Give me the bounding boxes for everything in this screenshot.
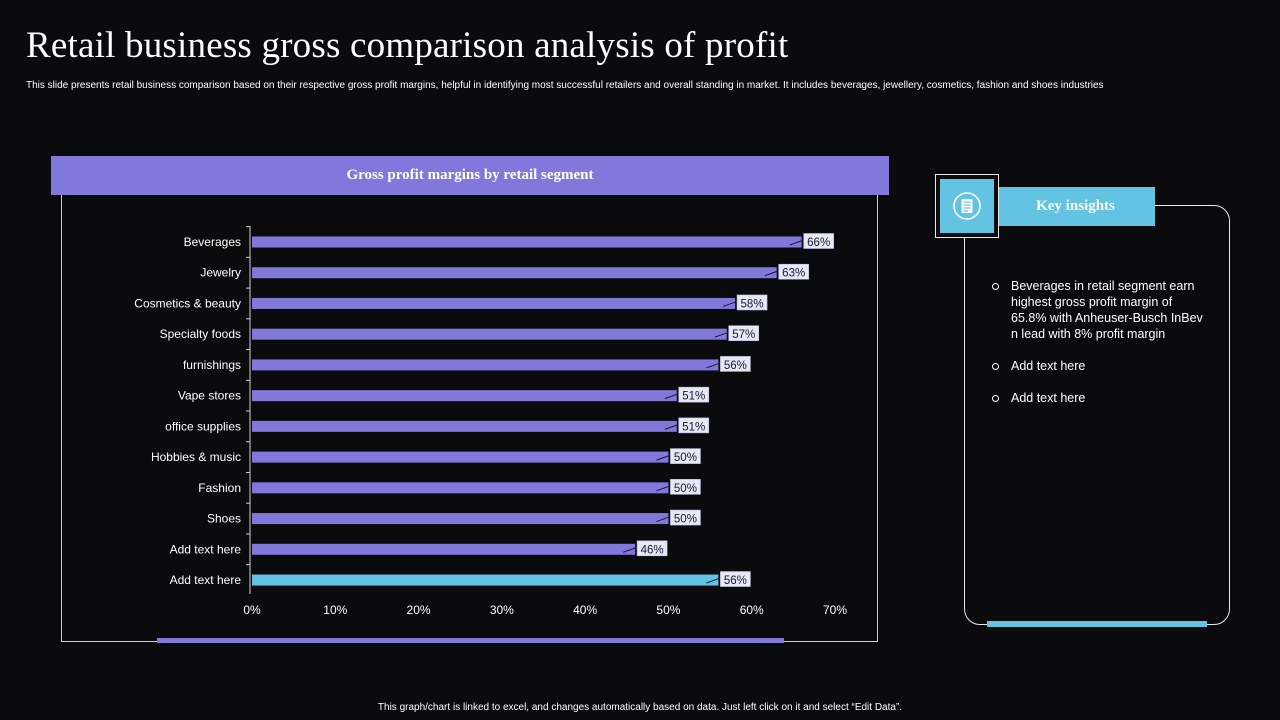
data-label-box: [678, 417, 710, 434]
bar: [252, 267, 777, 279]
data-label: 57%: [732, 329, 755, 341]
insight-item: Beverages in retail segment earn highest…: [990, 278, 1205, 342]
data-label-box: [720, 356, 751, 372]
label-leader: [722, 300, 738, 307]
category-label: Shoes: [207, 512, 241, 526]
label-leader: [664, 423, 679, 430]
insights-icon-box: [935, 174, 999, 238]
x-tick-label: 50%: [656, 603, 680, 617]
data-label: 50%: [674, 483, 697, 495]
data-label: 58%: [741, 298, 764, 310]
bar: [252, 451, 669, 463]
label-leader: [656, 454, 671, 461]
chart-underline: [157, 638, 784, 643]
category-label: furnishings: [183, 358, 241, 372]
data-label-box: [678, 386, 710, 403]
category-label: office supplies: [165, 419, 241, 433]
label-leader: [622, 546, 638, 553]
data-label-box: [778, 263, 810, 280]
data-label: 56%: [724, 575, 747, 587]
slide-title: Retail business gross comparison analysi…: [26, 25, 789, 66]
insight-item: Add text here: [990, 358, 1205, 374]
label-leader: [656, 485, 671, 492]
bar: [252, 390, 677, 402]
x-tick-label: 40%: [573, 603, 597, 617]
bar: [252, 574, 719, 586]
data-label-box: [736, 294, 768, 311]
data-label: 46%: [641, 544, 664, 556]
label-leader: [706, 362, 721, 369]
data-label-box: [670, 448, 701, 464]
label-leader: [656, 516, 671, 523]
insights-heading: Key insights: [996, 187, 1155, 226]
category-label: Fashion: [198, 481, 241, 495]
bar: [252, 482, 669, 494]
data-label-box: [728, 325, 760, 341]
label-leader: [789, 239, 804, 246]
label-leader: [714, 331, 729, 338]
data-label: 50%: [674, 514, 697, 526]
data-label-box: [636, 540, 668, 557]
x-tick-label: 70%: [823, 603, 847, 617]
data-label: 51%: [682, 421, 705, 433]
category-label: Specialty foods: [160, 327, 241, 341]
data-label-box: [803, 233, 834, 249]
insight-item: Add text here: [990, 390, 1205, 406]
category-label: Add text here: [170, 542, 242, 556]
label-leader: [764, 270, 779, 277]
category-label: Vape stores: [178, 389, 241, 403]
category-label: Hobbies & music: [151, 450, 241, 464]
x-tick-label: 20%: [407, 603, 431, 617]
category-label: Beverages: [184, 235, 241, 249]
insights-list: Beverages in retail segment earn highest…: [990, 278, 1205, 422]
label-leader: [664, 393, 679, 400]
footer-note: This graph/chart is linked to excel, and…: [377, 702, 903, 713]
bar: [252, 420, 677, 432]
category-label: Cosmetics & beauty: [134, 296, 241, 310]
bar: [252, 328, 727, 340]
data-label: 50%: [674, 452, 697, 464]
slide-subtitle: This slide presents retail business comp…: [26, 80, 1104, 91]
bar: [252, 359, 719, 371]
bar: [252, 543, 636, 555]
data-label: 56%: [724, 360, 747, 372]
x-tick-label: 60%: [740, 603, 764, 617]
data-label: 63%: [782, 268, 805, 280]
chart-title: Gross profit margins by retail segment: [51, 156, 889, 195]
data-label-box: [670, 509, 701, 526]
x-tick-label: 0%: [243, 603, 261, 617]
category-label: Add text here: [170, 573, 242, 587]
category-label: Jewelry: [200, 266, 241, 280]
data-label-box: [720, 571, 751, 587]
bar: [252, 236, 802, 248]
x-tick-label: 10%: [323, 603, 347, 617]
data-label-box: [670, 479, 701, 495]
bar: [252, 297, 736, 309]
insights-bottom-bar: [987, 621, 1207, 627]
x-tick-label: 30%: [490, 603, 514, 617]
document-icon: [953, 192, 981, 220]
bar: [252, 513, 669, 525]
label-leader: [706, 577, 721, 584]
data-label: 51%: [682, 391, 705, 403]
data-label: 66%: [807, 237, 830, 249]
